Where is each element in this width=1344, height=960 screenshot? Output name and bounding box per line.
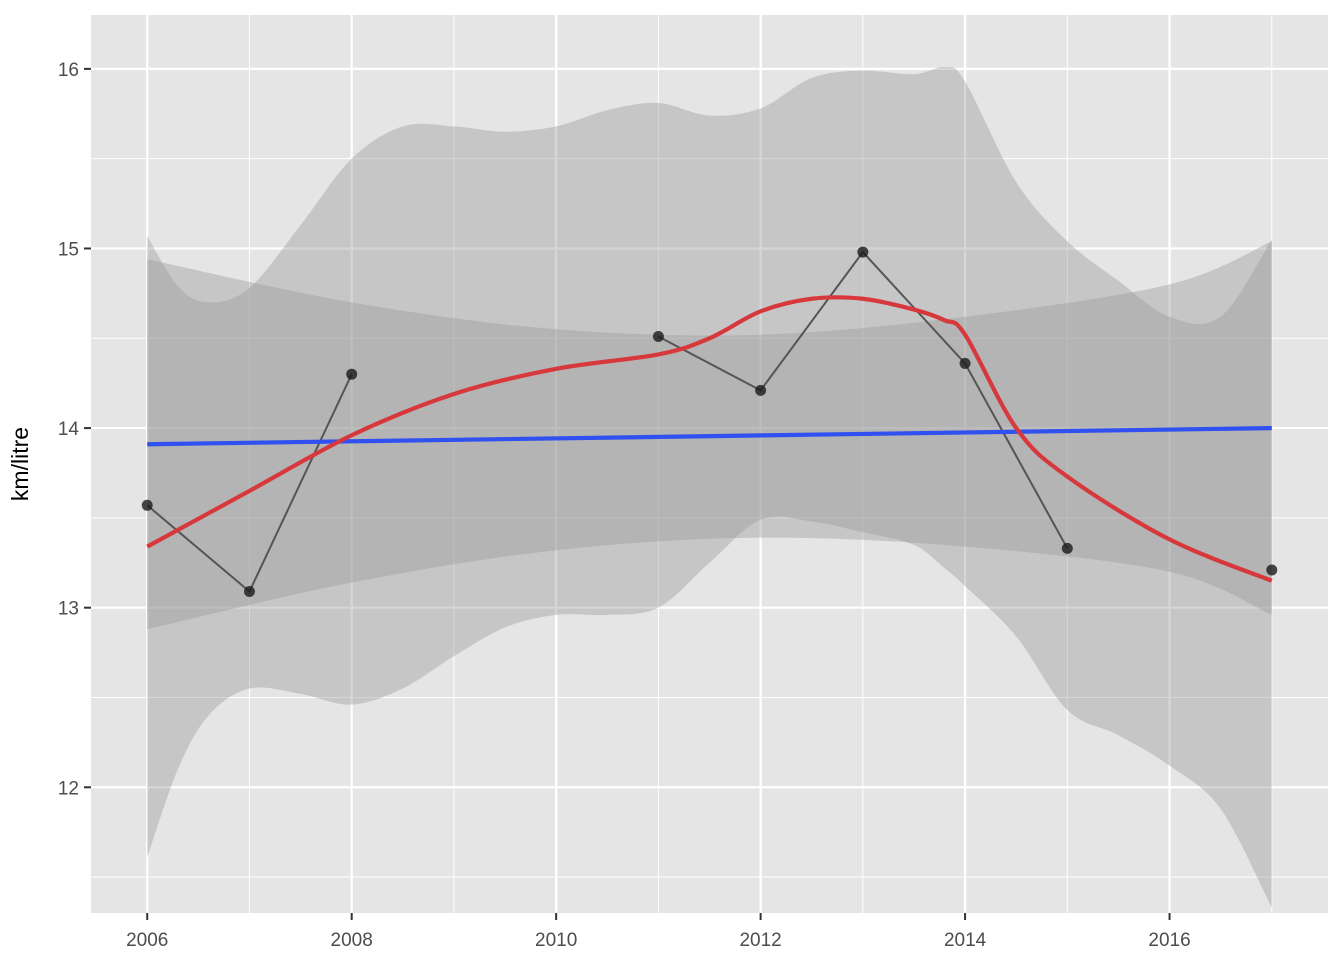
- y-axis: 12 13 14 15 16: [58, 60, 91, 799]
- smooth-fit-line: [146, 295, 1273, 583]
- x-tick-label: 2006: [126, 930, 168, 951]
- x-tick-label: 2010: [535, 930, 577, 951]
- x-tick-label: 2012: [739, 930, 781, 951]
- data-point: [243, 586, 255, 598]
- smooth-fit-confidence-band: [147, 66, 1272, 908]
- data-point: [857, 246, 869, 258]
- y-tick-label: 15: [58, 239, 79, 260]
- data-point: [346, 368, 358, 380]
- y-axis-title: km/litre: [7, 427, 33, 501]
- y-tick-label: 16: [58, 60, 79, 81]
- data-point: [652, 330, 664, 342]
- data-point: [141, 499, 153, 511]
- x-tick-label: 2016: [1148, 930, 1190, 951]
- data-point: [959, 357, 971, 369]
- x-tick-label: 2014: [944, 930, 987, 951]
- y-tick-label: 14: [58, 419, 80, 440]
- data-point: [1266, 564, 1278, 576]
- x-tick-label: 2008: [331, 930, 373, 951]
- data-point: [755, 384, 767, 396]
- series-lines: [146, 250, 1273, 594]
- data-points: [141, 246, 1278, 598]
- y-tick-label: 13: [58, 599, 79, 620]
- major-gridlines: [91, 15, 1328, 913]
- data-point: [1061, 542, 1073, 554]
- y-tick-label: 12: [58, 778, 79, 799]
- x-axis: 2006 2008 2010 2012 2014 2016: [126, 913, 1191, 951]
